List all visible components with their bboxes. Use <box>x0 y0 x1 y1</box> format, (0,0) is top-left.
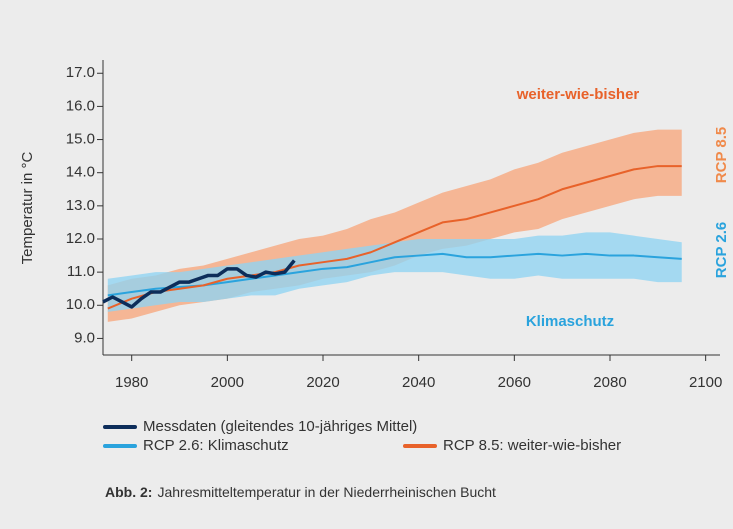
y-tick-label: 15.0 <box>66 131 95 148</box>
x-tick-label: 2060 <box>498 374 531 391</box>
legend-label: Messdaten (gleitendes 10-jähriges Mittel… <box>143 418 417 435</box>
annotation: Klimaschutz <box>526 313 614 330</box>
y-tick-label: 12.0 <box>66 230 95 247</box>
x-tick-label: 2020 <box>306 374 339 391</box>
caption: Abb. 2: Jahresmitteltemperatur in der Nie… <box>105 484 496 500</box>
series-line <box>107 165 682 310</box>
y-axis-label: Temperatur in °C <box>19 151 36 264</box>
caption-label: Abb. 2: <box>105 484 152 500</box>
caption-text: Jahresmitteltemperatur in der Niederrhei… <box>157 484 496 500</box>
band <box>107 232 682 312</box>
x-tick-label: 2040 <box>402 374 435 391</box>
legend-label: RCP 2.6: Klimaschutz <box>143 437 289 454</box>
y-tick-label: 9.0 <box>74 329 95 346</box>
series-line <box>102 259 296 309</box>
y-tick-label: 11.0 <box>67 263 95 280</box>
y-tick-label: 14.0 <box>66 164 95 181</box>
x-tick-label: 2100 <box>689 374 722 391</box>
y-tick-label: 10.0 <box>66 296 95 313</box>
x-tick-label: 2080 <box>593 374 626 391</box>
y-tick-label: 13.0 <box>66 197 95 214</box>
annotation: RCP 8.5 <box>713 127 730 183</box>
legend-label: RCP 8.5: weiter-wie-bisher <box>443 437 621 454</box>
x-tick-label: 2000 <box>211 374 244 391</box>
x-tick-label: 1980 <box>115 374 148 391</box>
y-tick-label: 17.0 <box>66 64 95 81</box>
annotation: RCP 2.6 <box>713 222 730 278</box>
annotation: weiter-wie-bisher <box>516 86 640 103</box>
y-tick-label: 16.0 <box>66 97 95 114</box>
